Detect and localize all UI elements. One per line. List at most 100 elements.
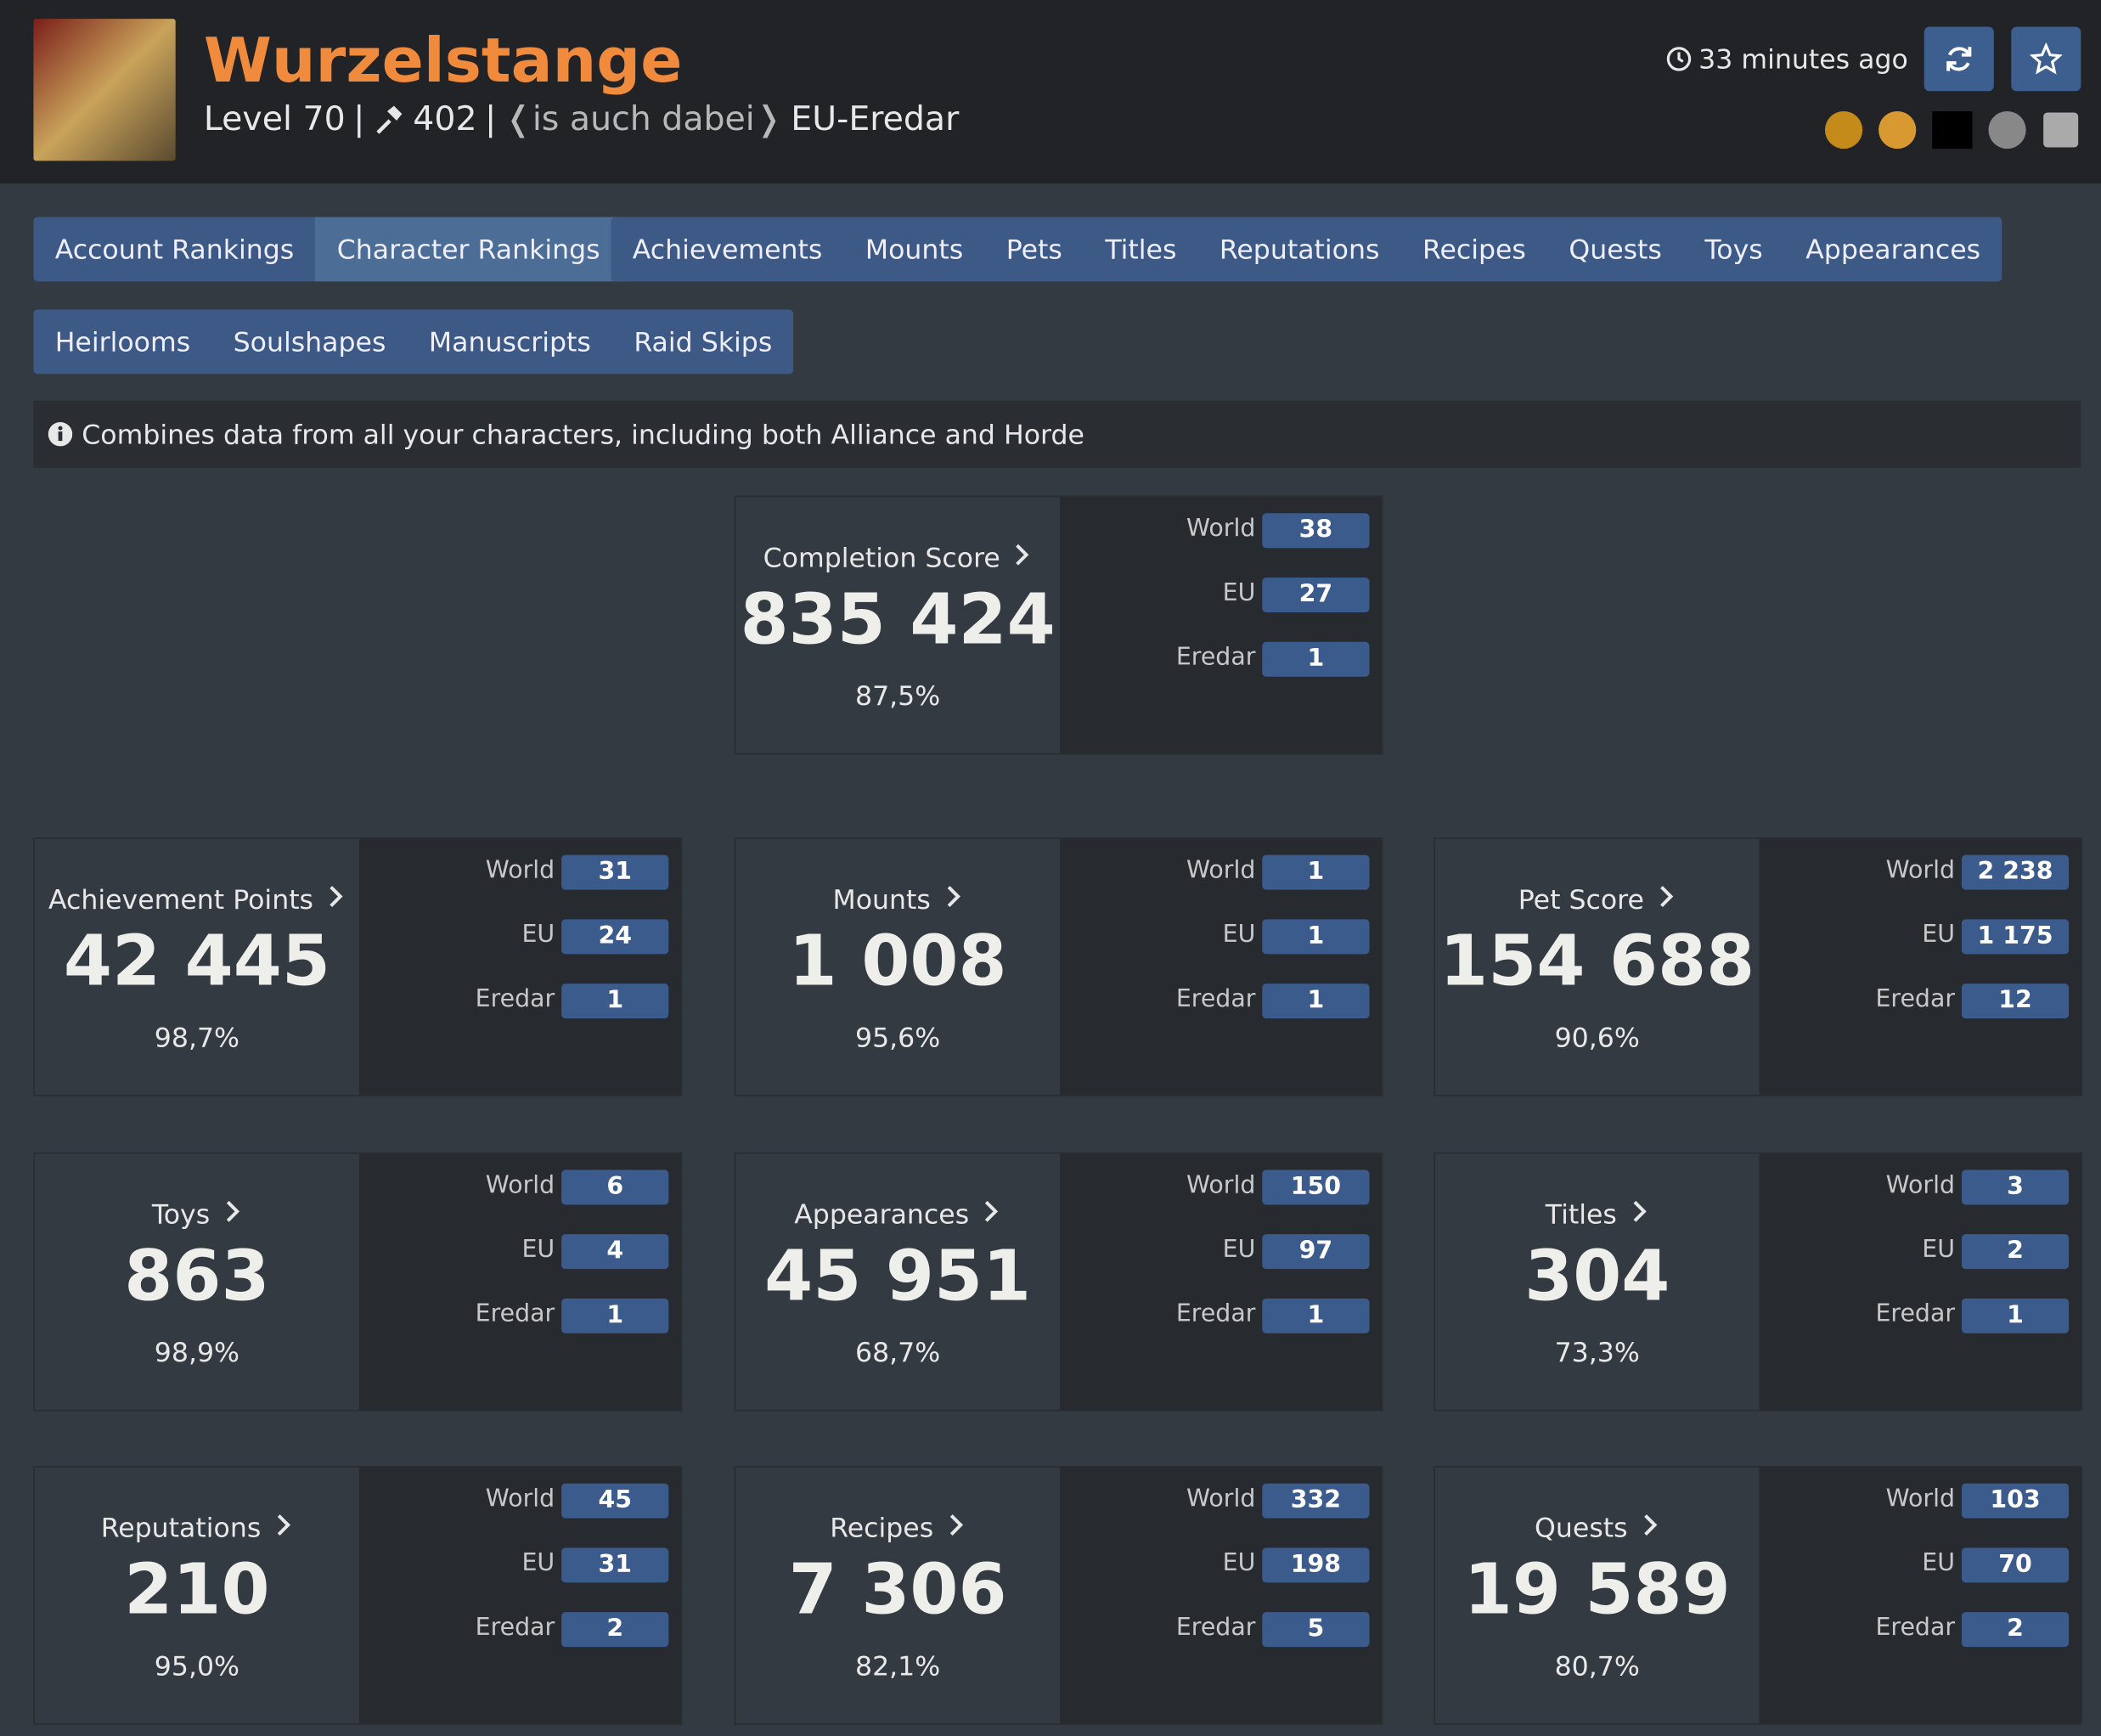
card-value: 863 (124, 1237, 270, 1317)
card-summary[interactable]: Appearances 45 951 68,7% (735, 1153, 1061, 1410)
tab[interactable]: Character Rankings (315, 217, 622, 282)
card-title[interactable]: Completion Score (735, 541, 1060, 573)
rank-badge: 97 (1262, 1234, 1370, 1270)
card-title-text[interactable]: Reputations (100, 1511, 262, 1544)
stat-card: Toys 863 98,9% World 6 EU 4 Eredar 1 (33, 1152, 683, 1412)
rank-badge: 31 (561, 854, 669, 890)
tab[interactable]: Mounts (865, 233, 964, 266)
rank-badge: 1 175 (1961, 919, 2070, 955)
card-summary[interactable]: Achievement Points 42 445 98,7% (35, 838, 359, 1096)
hammer-icon (376, 104, 403, 133)
card-percent: 98,9% (154, 1336, 240, 1368)
rank-badge: 1 (1262, 854, 1370, 890)
stat-card: Mounts 1 008 95,6% World 1 EU 1 Eredar 1 (734, 837, 1383, 1096)
stat-card: Appearances 45 951 68,7% World 150 EU 97 Eredar… (734, 1152, 1383, 1412)
external-links[interactable] (1822, 107, 2084, 153)
card-summary[interactable]: Titles 304 73,3% (1434, 1153, 1760, 1410)
card-summary[interactable]: Pet Score 154 688 90,6% (1434, 838, 1760, 1096)
tab[interactable]: Quests (1569, 233, 1662, 266)
card-percent: 95,0% (154, 1649, 240, 1682)
rank-badge: 2 (561, 1612, 669, 1648)
card-title[interactable]: Achievement Points (35, 883, 359, 916)
card-value: 304 (1524, 1237, 1670, 1317)
favorite-button[interactable] (2011, 26, 2081, 92)
tab[interactable]: Toys (1704, 233, 1763, 266)
card-title-text[interactable]: Toys (151, 1198, 211, 1231)
card-title-text[interactable]: Pet Score (1518, 882, 1644, 916)
rank-label: World (1186, 1171, 1256, 1200)
rank-label: World (1186, 1485, 1256, 1513)
card-summary[interactable]: Mounts 1 008 95,6% (735, 838, 1061, 1096)
rank-label: EU (1222, 578, 1256, 607)
tab[interactable]: Soulshapes (233, 325, 386, 358)
rank-badge: 2 (1961, 1234, 2070, 1270)
rank-label: World (1186, 514, 1256, 544)
rank-label: EU (1222, 1235, 1256, 1264)
card-title-text[interactable]: Recipes (830, 1511, 934, 1544)
tab[interactable]: Pets (1005, 233, 1062, 266)
tab[interactable]: Heirlooms (54, 325, 191, 358)
tab[interactable]: Reputations (1219, 233, 1380, 266)
card-summary[interactable]: Recipes 7 306 82,1% (735, 1467, 1061, 1724)
card-percent: 82,1% (854, 1649, 941, 1682)
tab[interactable]: Recipes (1422, 233, 1526, 266)
rank-badge: 6 (561, 1170, 669, 1205)
rank-badge: 198 (1262, 1547, 1370, 1583)
card-title[interactable]: Titles (1435, 1198, 1760, 1231)
tab[interactable]: Raid Skips (634, 325, 773, 358)
realm[interactable]: EU-Eredar (791, 99, 960, 138)
rank-label: EU (1922, 1235, 1956, 1264)
stat-card: Pet Score 154 688 90,6% World 2 238 EU 1 175 Er… (1434, 837, 2082, 1096)
stat-card: Recipes 7 306 82,1% World 332 EU 198 Eredar 5 (734, 1466, 1383, 1725)
rank-label: EU (521, 920, 555, 950)
card-title[interactable]: Quests (1435, 1512, 1760, 1544)
card-title-text[interactable]: Achievement Points (48, 882, 314, 916)
refresh-button[interactable] (1924, 26, 1994, 92)
tab[interactable]: Achievements (632, 233, 823, 266)
card-value: 835 424 (740, 580, 1056, 661)
card-title[interactable]: Pet Score (1435, 883, 1760, 916)
card-summary[interactable]: Completion Score 835 424 87,5% (735, 497, 1061, 753)
stat-card: Achievement Points 42 445 98,7% World 31 EU 24… (33, 837, 683, 1096)
card-percent: 80,7% (1554, 1649, 1640, 1682)
card-title-text[interactable]: Completion Score (763, 541, 1000, 574)
chevron (1016, 544, 1030, 566)
rank-label: World (485, 856, 555, 885)
card-percent: 87,5% (854, 679, 941, 712)
card-summary[interactable]: Reputations 210 95,0% (35, 1467, 359, 1724)
rank-badge: 1 (1262, 984, 1370, 1019)
rank-badge: 70 (1961, 1547, 2070, 1583)
character-info: Level 70 | 402 | ❬is auch dabei❭ EU-Ered… (204, 99, 959, 138)
card-title-text[interactable]: Appearances (794, 1198, 970, 1231)
rank-label: World (485, 1485, 555, 1513)
info-text: Combines data from all your characters, … (82, 418, 1084, 451)
item-level: 402 (413, 99, 477, 138)
tab[interactable]: Titles (1105, 233, 1177, 266)
card-value: 42 445 (63, 922, 330, 1003)
card-title[interactable]: Mounts (735, 883, 1060, 916)
card-title[interactable]: Toys (35, 1198, 359, 1231)
tab[interactable]: Account Rankings (54, 233, 295, 266)
card-value: 154 688 (1439, 922, 1755, 1003)
rank-badge: 2 (1961, 1612, 2070, 1648)
card-summary[interactable]: Quests 19 589 80,7% (1434, 1467, 1760, 1724)
card-value: 45 951 (764, 1237, 1032, 1317)
card-title[interactable]: Appearances (735, 1198, 1060, 1231)
card-title-text[interactable]: Titles (1545, 1198, 1617, 1231)
rank-label: Eredar (1875, 1613, 1956, 1642)
rank-badge: 27 (1262, 578, 1370, 613)
card-summary[interactable]: Toys 863 98,9% (35, 1153, 359, 1410)
chevron (985, 1200, 999, 1222)
separator: | (353, 99, 365, 138)
tab[interactable]: Manuscripts (428, 325, 591, 358)
tab[interactable]: Appearances (1805, 233, 1981, 266)
card-title-text[interactable]: Quests (1535, 1511, 1628, 1544)
chevron (330, 886, 343, 907)
card-title-text[interactable]: Mounts (832, 882, 931, 916)
card-title[interactable]: Recipes (735, 1512, 1060, 1544)
avatar[interactable] (33, 19, 176, 161)
guild[interactable]: ❬is auch dabei❭ (504, 99, 783, 138)
card-title[interactable]: Reputations (35, 1512, 359, 1544)
